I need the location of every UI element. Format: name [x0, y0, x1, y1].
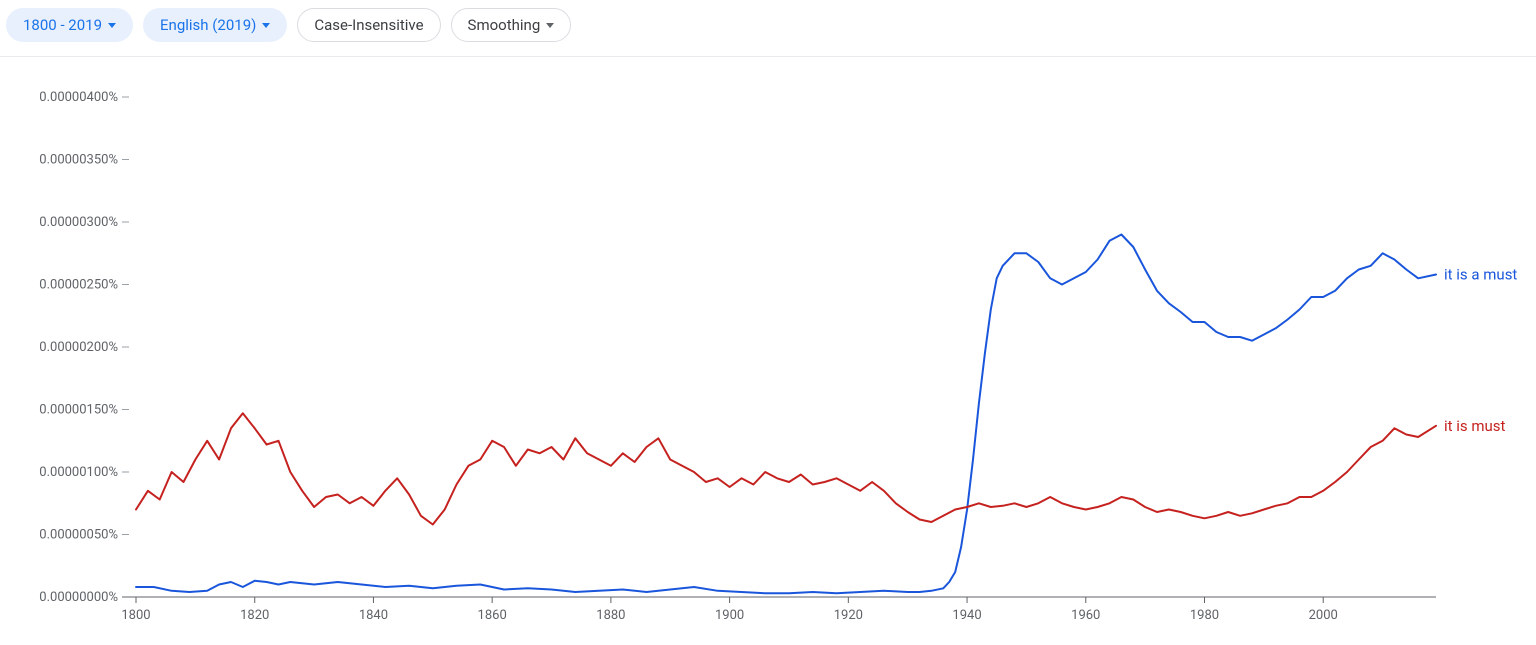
x-tick-label: 2000 [1309, 608, 1338, 623]
x-tick-label: 1900 [715, 608, 744, 623]
y-tick-label: 0.00000250% [39, 278, 118, 293]
x-tick-label: 1960 [1071, 608, 1100, 623]
series-label: it is a must [1444, 266, 1517, 284]
series-line[interactable] [136, 235, 1436, 594]
smoothing-pill[interactable]: Smoothing [451, 8, 572, 42]
case-label: Case-Insensitive [314, 16, 423, 34]
chevron-down-icon [546, 23, 554, 28]
case-pill[interactable]: Case-Insensitive [297, 8, 440, 42]
corpus-pill[interactable]: English (2019) [143, 8, 287, 42]
smoothing-label: Smoothing [468, 16, 541, 34]
y-tick-label: 0.00000000% [39, 590, 118, 605]
y-tick-label: 0.00000100% [39, 465, 118, 480]
y-tick-label: 0.00000300% [39, 215, 118, 230]
x-tick-label: 1980 [1190, 608, 1219, 623]
corpus-label: English (2019) [160, 16, 256, 34]
x-tick-label: 1840 [359, 608, 388, 623]
chevron-down-icon [108, 23, 116, 28]
chart-svg: 0.00000000% 0.00000050% 0.00000100% 0.00000… [6, 77, 1530, 637]
y-tick-label: 0.00000350% [39, 153, 118, 168]
x-tick-label: 1880 [596, 608, 625, 623]
x-tick-label: 1800 [121, 608, 150, 623]
y-tick-label: 0.00000400% [39, 90, 118, 105]
ngram-chart: 0.00000000% 0.00000050% 0.00000100% 0.00000… [0, 57, 1536, 645]
chevron-down-icon [262, 23, 270, 28]
x-tick-label: 1860 [478, 608, 507, 623]
filter-toolbar: 1800 - 2019 English (2019) Case-Insensit… [0, 0, 1536, 57]
x-tick-label: 1920 [834, 608, 863, 623]
year-range-label: 1800 - 2019 [23, 16, 102, 34]
y-tick-label: 0.00000150% [39, 403, 118, 418]
x-tick-label: 1940 [952, 608, 981, 623]
x-tick-label: 1820 [240, 608, 269, 623]
series-line[interactable] [136, 413, 1436, 524]
series-label: it is must [1444, 417, 1506, 435]
year-range-pill[interactable]: 1800 - 2019 [6, 8, 133, 42]
y-tick-label: 0.00000200% [39, 340, 118, 355]
y-tick-label: 0.00000050% [39, 528, 118, 543]
